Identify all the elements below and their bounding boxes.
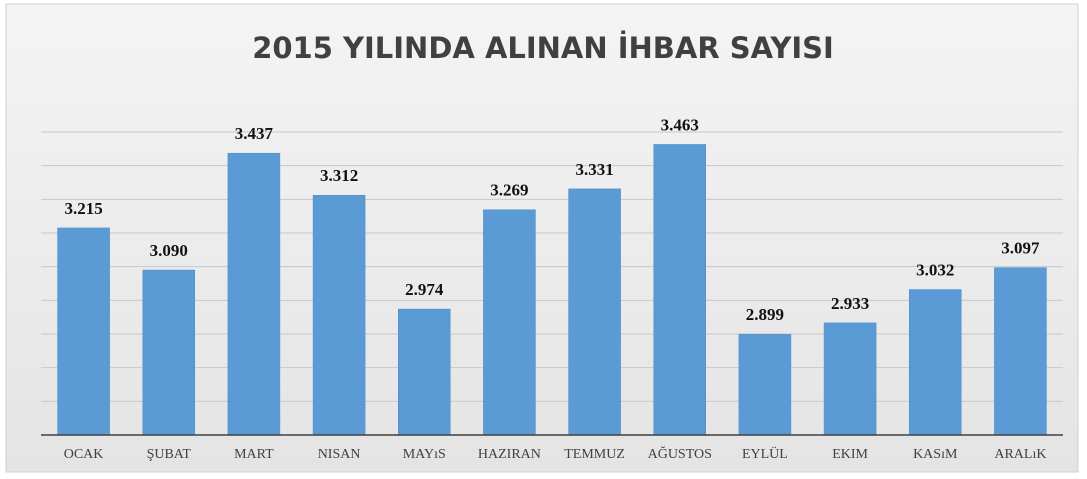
- bar: [57, 227, 110, 436]
- bar: [568, 188, 621, 436]
- bar: [312, 195, 366, 436]
- data-label: 2.974: [405, 280, 444, 299]
- bar: [227, 152, 281, 436]
- x-tick-label: EYLÜL: [742, 445, 788, 462]
- x-tick-label: OCAK: [64, 447, 104, 462]
- x-tick-label: ŞUBAT: [147, 447, 192, 462]
- bar: [738, 334, 792, 436]
- x-tick-label: ARALıK: [994, 447, 1046, 462]
- data-label: 3.032: [916, 260, 954, 279]
- data-label: 3.331: [575, 160, 613, 179]
- x-tick-label: NISAN: [318, 447, 361, 462]
- data-label: 2.933: [831, 294, 869, 313]
- x-tick-label: MART: [234, 447, 274, 462]
- bar: [142, 269, 195, 436]
- data-label: 3.090: [150, 241, 188, 260]
- data-label: 3.269: [490, 181, 528, 200]
- data-label: 3.312: [320, 166, 358, 185]
- bar: [994, 267, 1047, 436]
- x-tick-label: EKIM: [832, 447, 868, 462]
- bar: [483, 209, 536, 436]
- chart-title: 2015 YILINDA ALINAN İHBAR SAYISI: [252, 31, 834, 65]
- x-tick-label: TEMMUZ: [564, 447, 625, 462]
- data-label: 3.097: [1001, 239, 1040, 258]
- bar: [398, 308, 451, 436]
- data-label: 3.215: [64, 199, 102, 218]
- bar: [909, 289, 962, 436]
- data-label: 3.463: [661, 115, 699, 134]
- x-tick-label: KASıM: [913, 447, 958, 462]
- x-tick-label: HAZIRAN: [478, 447, 541, 462]
- data-label: 3.437: [235, 124, 274, 143]
- x-tick-label: AĞUSTOS: [648, 445, 712, 462]
- x-tick-label: MAYıS: [403, 447, 446, 462]
- data-label: 2.899: [746, 305, 784, 324]
- bar: [823, 322, 877, 436]
- bar: [653, 144, 706, 436]
